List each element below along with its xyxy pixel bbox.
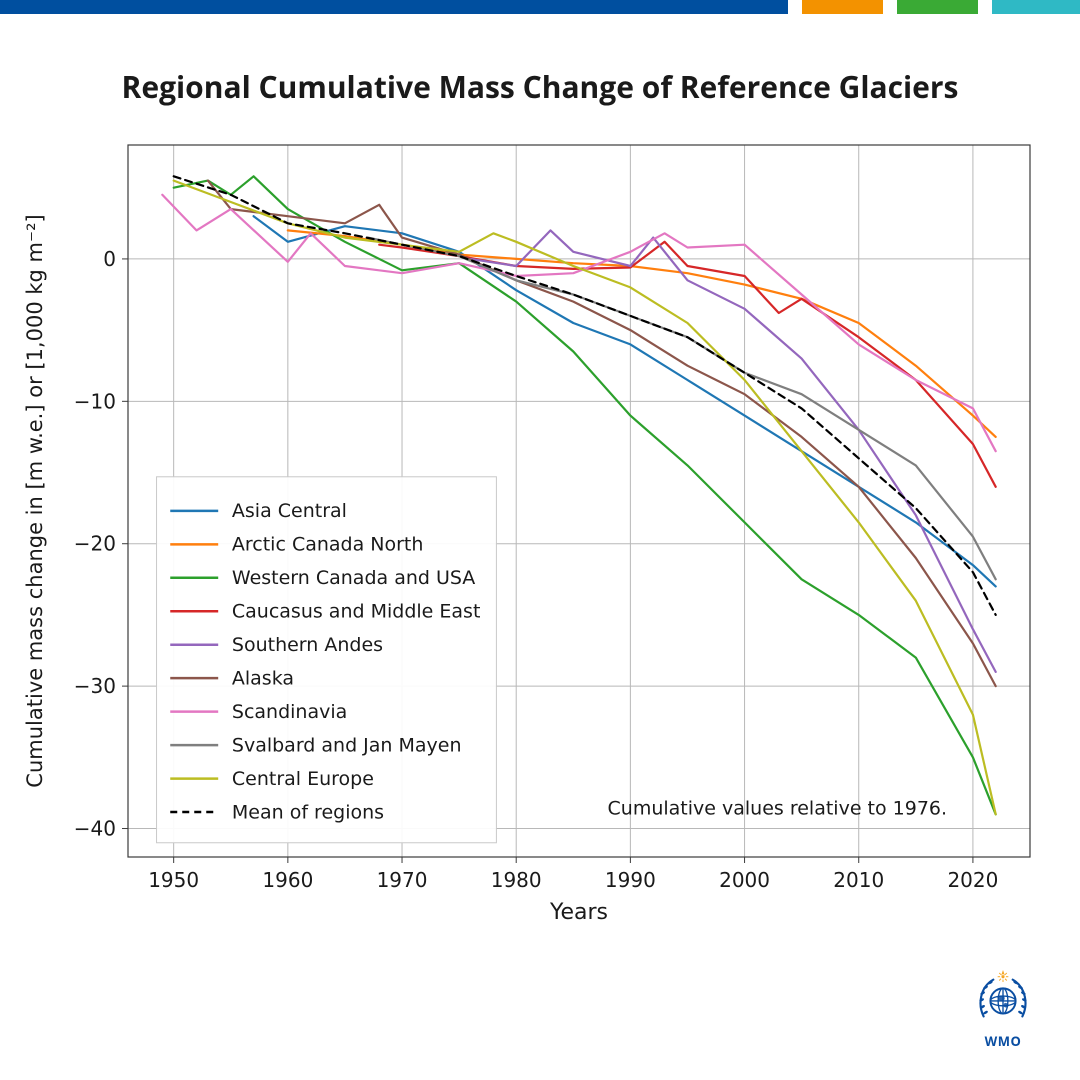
wmo-logo-label: WMO <box>968 1032 1038 1050</box>
brand-bar-segment <box>0 0 788 14</box>
series-line <box>288 230 996 437</box>
svg-text:2010: 2010 <box>833 868 884 892</box>
brand-bar-segment <box>897 0 978 14</box>
svg-text:−20: −20 <box>74 532 116 556</box>
legend-label: Alaska <box>232 667 294 689</box>
legend-label: Western Canada and USA <box>232 567 475 589</box>
svg-text:2000: 2000 <box>719 868 770 892</box>
brand-bar-segment <box>802 0 883 14</box>
legend-label: Caucasus and Middle East <box>232 601 481 623</box>
legend-label: Southern Andes <box>232 634 383 656</box>
brand-top-bar <box>0 0 1080 14</box>
brand-bar-segment <box>788 0 802 14</box>
brand-bar-segment <box>883 0 897 14</box>
chart-note: Cumulative values relative to 1976. <box>608 797 948 819</box>
wmo-logo: WMO <box>968 968 1038 1050</box>
legend-label: Svalbard and Jan Mayen <box>232 734 462 756</box>
series-line <box>162 195 995 451</box>
legend-label: Central Europe <box>232 768 374 790</box>
legend-label: Mean of regions <box>232 801 384 823</box>
svg-text:2020: 2020 <box>947 868 998 892</box>
svg-text:1980: 1980 <box>491 868 542 892</box>
series-line <box>471 230 996 672</box>
wmo-logo-icon <box>972 968 1034 1030</box>
svg-text:1960: 1960 <box>262 868 313 892</box>
svg-text:1990: 1990 <box>605 868 656 892</box>
svg-text:0: 0 <box>103 247 116 271</box>
svg-text:1950: 1950 <box>148 868 199 892</box>
legend-label: Asia Central <box>232 500 347 522</box>
chart-title: Regional Cumulative Mass Change of Refer… <box>0 14 1080 127</box>
legend-label: Arctic Canada North <box>232 534 424 556</box>
svg-text:1970: 1970 <box>377 868 428 892</box>
svg-text:−10: −10 <box>74 389 116 413</box>
brand-bar-segment <box>978 0 992 14</box>
glacier-mass-change-chart: 1950 1960 1970 1980 1990 2000 2010 2020 −40 −30 −2… <box>0 127 1080 947</box>
svg-text:Years: Years <box>549 900 608 925</box>
svg-text:−30: −30 <box>74 674 116 698</box>
svg-text:−40: −40 <box>74 817 116 841</box>
chart-container: 1950 1960 1970 1980 1990 2000 2010 2020 −40 −30 −2… <box>0 127 1080 947</box>
svg-text:Cumulative mass change in [m w: Cumulative mass change in [m w.e.] or [1… <box>23 214 47 787</box>
legend-label: Scandinavia <box>232 701 347 723</box>
brand-bar-segment <box>992 0 1079 14</box>
